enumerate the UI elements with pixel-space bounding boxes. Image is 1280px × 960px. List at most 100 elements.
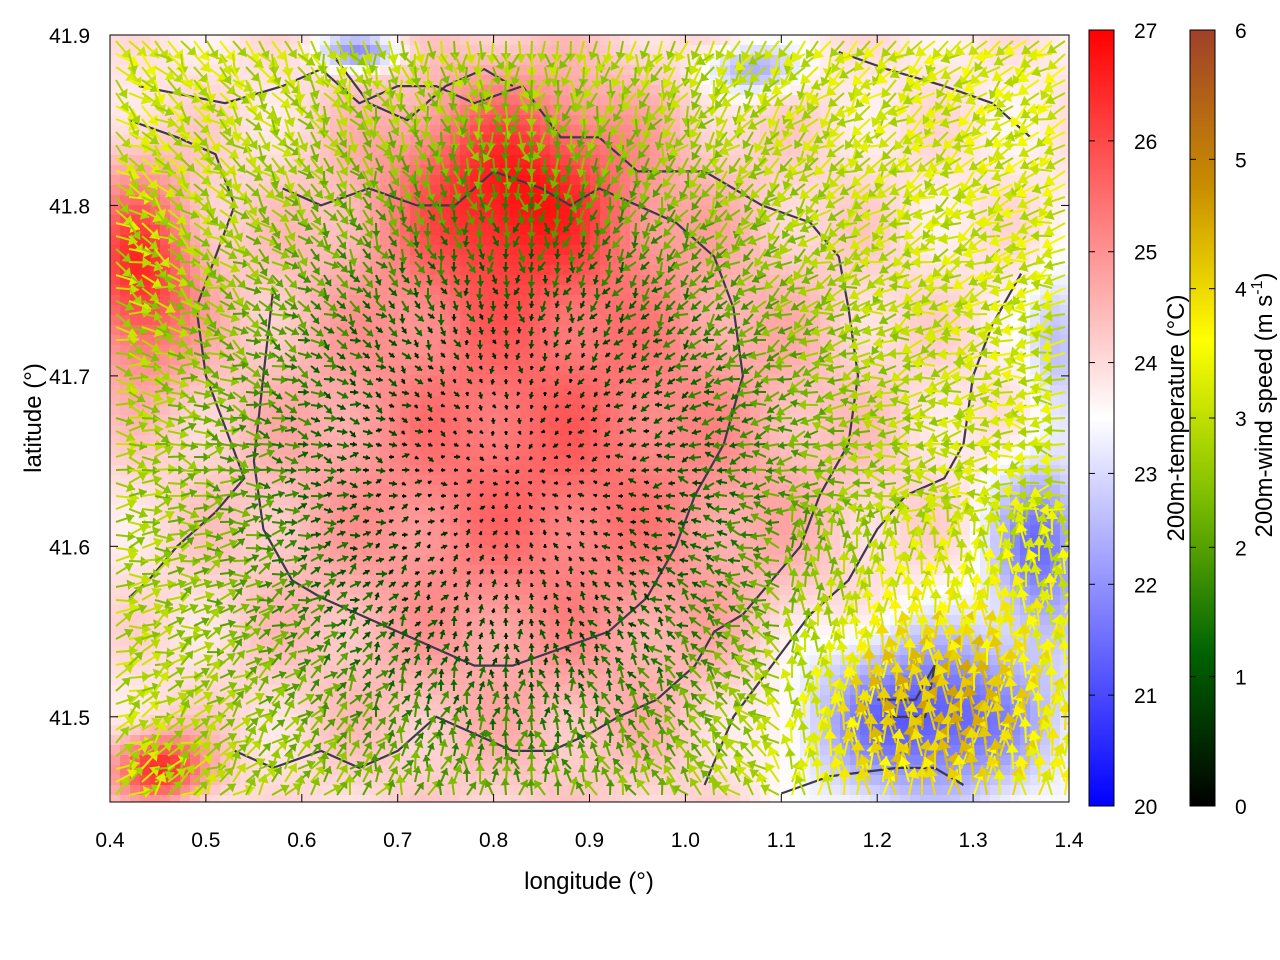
heat-cell (680, 175, 691, 186)
heat-cell (430, 685, 441, 696)
heat-cell (460, 445, 471, 456)
heat-cell (130, 255, 141, 266)
heat-cell (380, 395, 391, 406)
heat-cell (490, 725, 501, 736)
heat-cell (330, 475, 341, 486)
heat-cell (430, 775, 441, 786)
heat-cell (280, 795, 291, 802)
heat-cell (250, 365, 261, 376)
heat-cell (400, 725, 411, 736)
heat-cell (490, 345, 501, 356)
heat-cell (590, 415, 601, 426)
heat-cell (590, 525, 601, 536)
heat-cell (200, 545, 211, 556)
heat-cell (410, 325, 421, 336)
heat-cell (590, 295, 601, 306)
heat-cell (550, 205, 561, 216)
heat-cell (180, 745, 191, 756)
heat-cell (350, 755, 361, 766)
heat-cell (620, 175, 631, 186)
heat-cell (250, 735, 261, 746)
heat-cell (530, 755, 541, 766)
heat-cell (260, 45, 271, 56)
heat-cell (550, 725, 561, 736)
heat-cell (620, 285, 631, 296)
heat-cell (450, 395, 461, 406)
heat-cell (510, 735, 521, 746)
heat-cell (110, 265, 121, 276)
heat-cell (490, 505, 501, 516)
heat-cell (370, 355, 381, 366)
heat-cell (190, 485, 201, 496)
heat-cell (230, 335, 241, 346)
heat-cell (650, 725, 661, 736)
heat-cell (400, 745, 411, 756)
heat-cell (490, 685, 501, 696)
heat-cell (440, 315, 451, 326)
heat-cell (260, 495, 271, 506)
heat-cell (510, 395, 521, 406)
heat-cell (610, 325, 621, 336)
heat-cell (570, 705, 581, 716)
heat-cell (330, 415, 341, 426)
heat-cell (470, 715, 481, 726)
heat-cell (580, 585, 591, 596)
heat-cell (330, 705, 341, 716)
heat-cell (380, 55, 391, 66)
heat-cell (420, 725, 431, 736)
heat-cell (120, 135, 131, 146)
heat-cell (320, 275, 331, 286)
heat-cell (590, 45, 601, 56)
heat-cell (500, 125, 511, 136)
heat-cell (650, 105, 661, 116)
heat-cell (220, 615, 231, 626)
heat-cell (620, 665, 631, 676)
heat-cell (540, 215, 551, 226)
heat-cell (720, 365, 731, 376)
heat-cell (600, 35, 611, 46)
heat-cell (390, 335, 401, 346)
heat-cell (340, 685, 351, 696)
heat-cell (450, 275, 461, 286)
heat-cell (540, 45, 551, 56)
heat-cell (260, 395, 271, 406)
heat-cell (110, 285, 121, 296)
heat-cell (660, 35, 671, 46)
heat-cell (720, 565, 731, 576)
heat-cell (370, 375, 381, 386)
heat-cell (430, 625, 441, 636)
heat-cell (520, 135, 531, 146)
heat-cell (690, 435, 701, 446)
heat-cell (420, 45, 431, 56)
heat-cell (470, 685, 481, 696)
heat-cell (110, 735, 121, 746)
heat-cell (560, 105, 571, 116)
heat-cell (400, 295, 411, 306)
heat-cell (590, 385, 601, 396)
heat-cell (320, 255, 331, 266)
heat-cell (290, 705, 301, 716)
heat-cell (520, 125, 531, 136)
heat-cell (370, 475, 381, 486)
heat-cell (710, 675, 721, 686)
heat-cell (520, 605, 531, 616)
heat-cell (220, 255, 231, 266)
heat-cell (660, 335, 671, 346)
heat-cell (620, 75, 631, 86)
heat-cell (270, 625, 281, 636)
heat-cell (440, 445, 451, 456)
heat-cell (380, 485, 391, 496)
heat-cell (450, 635, 461, 646)
heat-cell (110, 95, 121, 106)
heat-cell (670, 545, 681, 556)
heat-cell (520, 785, 531, 796)
heat-cell (140, 275, 151, 286)
heat-cell (170, 525, 181, 536)
heat-cell (530, 555, 541, 566)
heat-cell (120, 585, 131, 596)
heat-cell (310, 305, 321, 316)
heat-cell (440, 505, 451, 516)
heat-cell (740, 755, 751, 766)
heat-cell (270, 675, 281, 686)
heat-cell (270, 785, 281, 796)
